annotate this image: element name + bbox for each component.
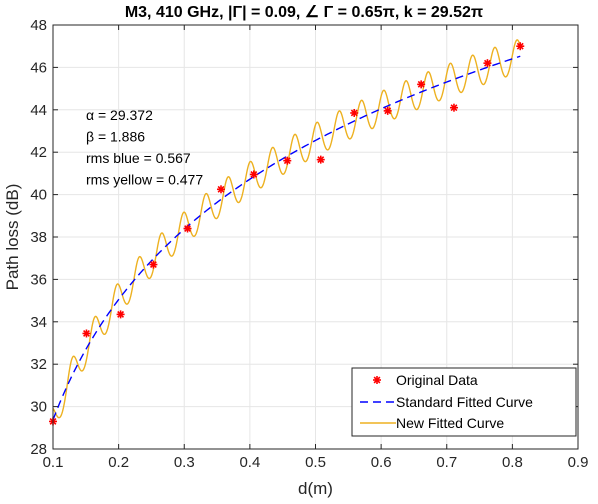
data-point [417, 80, 426, 89]
data-point-stroke [250, 171, 258, 178]
x-tick-label: 0.7 [436, 454, 457, 471]
axis-ticks: 0.1 0.2 0.3 0.4 0.5 0.6 0.7 0.8 0.9 28 30 32 34 36 38 4… [30, 17, 588, 471]
x-tick-label: 0.6 [371, 454, 392, 471]
annotation-rms-blue: rms blue = 0.567 [86, 150, 191, 166]
data-point [316, 155, 325, 164]
y-tick-label: 40 [30, 187, 47, 204]
data-point [217, 185, 225, 194]
chart-title: M3, 410 GHz, |Γ| = 0.09, ∠ Γ = 0.65π, k … [125, 4, 483, 21]
legend-label-original-data: Original Data [396, 372, 478, 388]
data-point-stroke [149, 261, 157, 269]
data-point-stroke [350, 109, 358, 117]
y-tick-label: 48 [30, 17, 47, 34]
data-point [283, 156, 292, 165]
data-point-stroke [384, 107, 392, 115]
data-point [183, 224, 192, 233]
y-tick-label: 44 [30, 102, 47, 119]
fit-annotations: α = 29.372 β = 1.886 rms blue = 0.567 rm… [86, 107, 203, 188]
data-point [82, 329, 91, 338]
y-tick-label: 46 [30, 59, 47, 76]
legend-marker-original-data [373, 376, 381, 384]
annotation-rms-yellow: rms yellow = 0.477 [86, 172, 203, 188]
y-tick-label: 32 [30, 356, 47, 373]
data-point-stroke [283, 157, 291, 165]
data-point-stroke [317, 156, 325, 164]
y-tick-label: 36 [30, 271, 47, 288]
new-fitted-curve-line [52, 39, 521, 419]
data-point-stroke [117, 310, 125, 318]
x-tick-label: 0.8 [502, 454, 523, 471]
data-point-stroke [184, 225, 191, 232]
x-axis-label: d(m) [298, 479, 333, 498]
data-point [350, 108, 359, 117]
x-tick-label: 0.5 [305, 454, 326, 471]
annotation-beta: β = 1.886 [86, 129, 145, 145]
legend: Original Data Standard Fitted Curve New … [351, 367, 577, 437]
x-tick-label: 0.4 [239, 454, 260, 471]
data-point [383, 106, 392, 115]
x-tick-label: 0.9 [568, 454, 589, 471]
data-point-stroke [373, 376, 381, 384]
data-point [249, 170, 258, 179]
y-tick-label: 42 [30, 144, 47, 161]
legend-label-standard-fitted-curve: Standard Fitted Curve [396, 394, 533, 410]
data-point [116, 310, 125, 319]
annotation-alpha: α = 29.372 [86, 107, 153, 123]
y-tick-label: 38 [30, 229, 47, 246]
data-point-stroke [516, 42, 524, 50]
y-tick-label: 30 [30, 399, 47, 416]
y-tick-label: 34 [30, 314, 47, 331]
data-point-stroke [483, 59, 491, 67]
standard-fitted-curve-line [52, 55, 521, 421]
x-tick-label: 0.3 [174, 454, 195, 471]
data-point [516, 42, 525, 51]
y-axis-label: Path loss (dB) [3, 184, 22, 291]
data-point-stroke [450, 104, 458, 112]
x-tick-label: 0.1 [43, 454, 64, 471]
legend-label-new-fitted-curve: New Fitted Curve [396, 415, 504, 431]
data-point-stroke [417, 80, 425, 88]
data-point [483, 59, 492, 68]
x-tick-label: 0.2 [108, 454, 129, 471]
data-point-stroke [83, 330, 90, 337]
y-tick-label: 28 [30, 441, 47, 458]
data-point [449, 103, 458, 112]
legend-markers [360, 376, 396, 424]
data-point-stroke [217, 185, 225, 193]
data-point [149, 260, 158, 269]
